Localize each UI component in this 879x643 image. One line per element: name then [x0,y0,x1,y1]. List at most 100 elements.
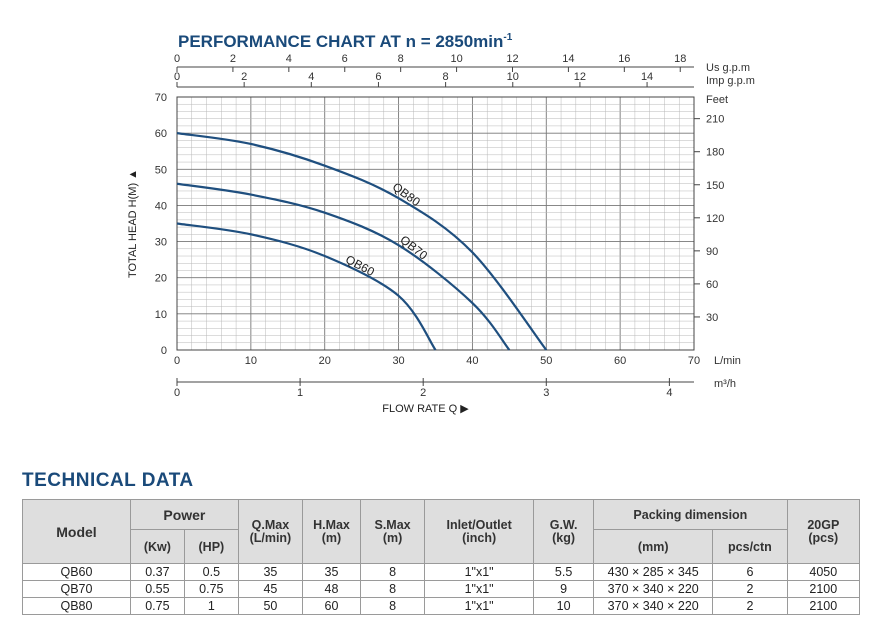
impgpm-unit-label: Imp g.p.m [706,75,755,87]
x-tick-label: 0 [174,355,180,367]
cell-hmax: 60 [301,597,362,615]
header-20gp: 20GP (pcs) [786,499,861,564]
feet-tick-label: 210 [706,114,724,126]
cell-smax: 8 [359,597,426,615]
header-hp: (HP) [183,529,239,564]
usgpm-tick-label: 0 [174,53,180,65]
cell-model: QB80 [22,597,131,615]
m3h-tick-label: 1 [297,387,303,399]
impgpm-tick-label: 12 [574,71,586,83]
cell-20gp: 4050 [786,563,861,581]
feet-tick-label: 30 [706,312,718,324]
curve-qb80 [176,132,548,351]
header-qmax: Q.Max (L/min) [237,499,303,564]
cell-hmax: 35 [301,563,362,581]
feet-unit-label: Feet [706,94,728,106]
header-model: Model [22,499,131,564]
chart-title: PERFORMANCE CHART AT n = 2850min-1 [178,32,513,51]
cell-qmax: 35 [237,563,303,581]
feet-tick-label: 60 [706,279,718,291]
header-smax: S.Max (m) [359,499,426,564]
x-tick-label: 20 [319,355,331,367]
cell-qmax: 50 [237,597,303,615]
cell-pcs-ctn: 2 [712,580,788,598]
cell-hp: 1 [183,597,239,615]
chart-grid [176,96,695,351]
technical-data-table: Model Power Q.Max (L/min) H.Max (m) S.Ma… [22,499,861,615]
usgpm-tick-label: 2 [230,53,236,65]
cell-gross-weight: 10 [533,597,595,615]
header-kw: (Kw) [129,529,185,564]
m3h-tick-label: 0 [174,387,180,399]
y-axis-label: TOTAL HEAD H(M) ▲ [127,169,139,278]
cell-gross-weight: 5.5 [533,563,595,581]
cell-20gp: 2100 [786,580,861,598]
cell-pcs-ctn: 2 [712,597,788,615]
m3h-tick-label: 4 [666,387,672,399]
header-power: Power [129,499,239,530]
cell-inlet-outlet: 1"x1" [424,580,535,598]
cell-model: QB70 [22,580,131,598]
x-tick-label: 60 [614,355,626,367]
lmin-unit-label: L/min [714,355,741,367]
usgpm-tick-label: 8 [398,53,404,65]
x-axis-label: FLOW RATE Q ▶ [382,403,469,415]
cell-smax: 8 [359,580,426,598]
curve-qb70 [176,182,511,351]
cell-packing-mm: 370 × 340 × 220 [593,597,714,615]
cell-packing-mm: 370 × 340 × 220 [593,580,714,598]
usgpm-tick-label: 10 [450,53,462,65]
header-pcs-ctn: pcs/ctn [712,529,788,564]
table-row: QB60 0.37 0.5 35 35 8 1"x1" 5.5 430 × 28… [22,563,861,581]
cell-packing-mm: 430 × 285 × 345 [593,563,714,581]
impgpm-tick-label: 0 [174,71,180,83]
cell-hmax: 48 [301,580,362,598]
usgpm-tick-label: 12 [506,53,518,65]
impgpm-tick-label: 14 [641,71,653,83]
feet-tick-label: 120 [706,213,724,225]
plot-frame [176,96,695,351]
cell-model: QB60 [22,563,131,581]
cell-hp: 0.75 [183,580,239,598]
curve-label-qb80: QB80 [390,180,423,210]
y-tick-label: 70 [155,92,167,104]
usgpm-tick-label: 16 [618,53,630,65]
table-row: QB80 0.75 1 50 60 8 1"x1" 10 370 × 340 ×… [22,597,861,615]
cell-pcs-ctn: 6 [712,563,788,581]
y-tick-label: 30 [155,237,167,249]
header-hmax: H.Max (m) [301,499,362,564]
m3h-tick-label: 2 [420,387,426,399]
cell-kw: 0.75 [129,597,185,615]
cell-gross-weight: 9 [533,580,595,598]
cell-kw: 0.37 [129,563,185,581]
x-tick-label: 40 [466,355,478,367]
feet-tick-label: 180 [706,147,724,159]
usgpm-tick-label: 14 [562,53,574,65]
x-tick-label: 50 [540,355,552,367]
y-tick-label: 60 [155,128,167,140]
impgpm-tick-label: 8 [443,71,449,83]
table-row: QB70 0.55 0.75 45 48 8 1"x1" 9 370 × 340… [22,580,861,598]
cell-inlet-outlet: 1"x1" [424,597,535,615]
impgpm-tick-label: 10 [507,71,519,83]
cell-kw: 0.55 [129,580,185,598]
y-tick-label: 0 [161,345,167,357]
impgpm-tick-label: 6 [375,71,381,83]
chart-curves [176,132,548,351]
cell-hp: 0.5 [183,563,239,581]
header-mm: (mm) [593,529,714,564]
usgpm-tick-label: 4 [286,53,292,65]
header-inlet-outlet: Inlet/Outlet (inch) [424,499,535,564]
header-packing: Packing dimension [593,499,788,530]
cell-20gp: 2100 [786,597,861,615]
y-tick-label: 10 [155,309,167,321]
impgpm-tick-label: 4 [308,71,314,83]
x-tick-label: 10 [245,355,257,367]
impgpm-tick-label: 2 [241,71,247,83]
header-gross-weight: G.W. (kg) [533,499,595,564]
technical-data-title: TECHNICAL DATA [22,470,194,491]
usgpm-tick-label: 6 [342,53,348,65]
curve-qb60 [176,222,437,351]
